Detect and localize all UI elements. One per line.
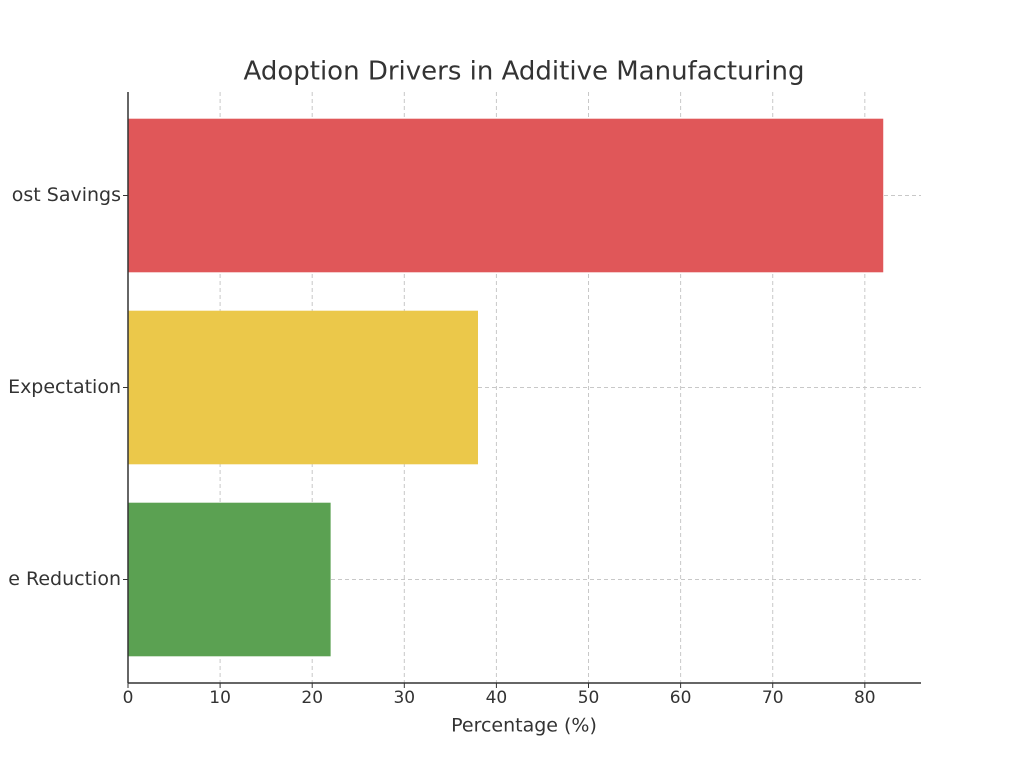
x-tick-label: 10 <box>209 688 231 708</box>
chart-title: Adoption Drivers in Additive Manufacturi… <box>244 57 805 87</box>
x-tick-label: 80 <box>854 688 876 708</box>
bar <box>128 118 884 273</box>
x-tick-label: 30 <box>393 688 415 708</box>
y-tick-label: Expectation <box>8 376 121 398</box>
x-tick-label: 20 <box>301 688 323 708</box>
x-tick-label: 0 <box>123 688 134 708</box>
y-tick-label: ost Savings <box>12 184 121 206</box>
bar <box>128 310 478 465</box>
x-tick-label: 50 <box>578 688 600 708</box>
x-tick-label: 60 <box>670 688 692 708</box>
x-axis-label: Percentage (%) <box>451 715 597 737</box>
y-tick-label: e Reduction <box>8 568 121 590</box>
x-tick-label: 40 <box>486 688 508 708</box>
bar <box>128 502 331 657</box>
x-tick-label: 70 <box>762 688 784 708</box>
